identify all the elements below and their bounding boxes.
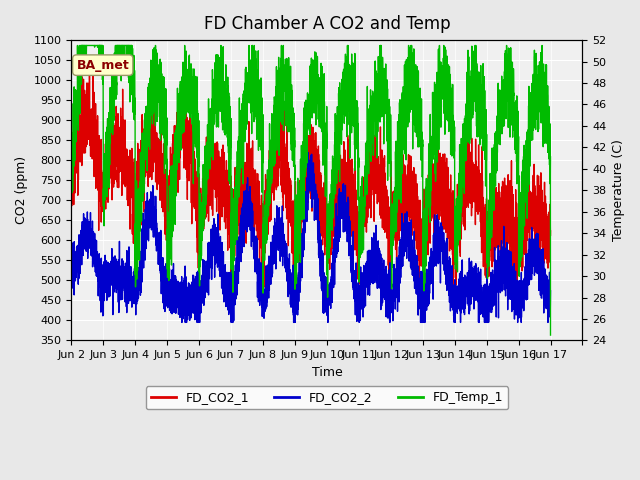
X-axis label: Time: Time: [312, 366, 342, 379]
Legend: FD_CO2_1, FD_CO2_2, FD_Temp_1: FD_CO2_1, FD_CO2_2, FD_Temp_1: [145, 386, 508, 409]
Title: FD Chamber A CO2 and Temp: FD Chamber A CO2 and Temp: [204, 15, 450, 33]
Text: BA_met: BA_met: [76, 59, 129, 72]
Y-axis label: CO2 (ppm): CO2 (ppm): [15, 156, 28, 224]
Y-axis label: Temperature (C): Temperature (C): [612, 139, 625, 241]
